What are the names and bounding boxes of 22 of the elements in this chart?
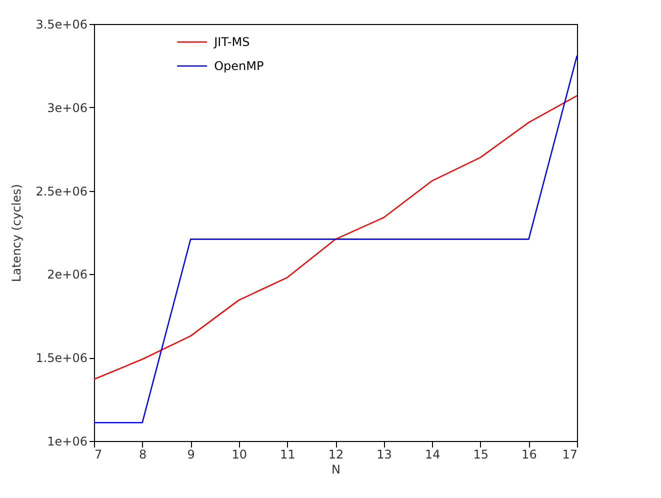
x-tick-label: 10 — [232, 448, 248, 462]
x-tick-label: 8 — [138, 448, 147, 462]
x-tick-label: 13 — [376, 448, 392, 462]
legend-label: OpenMP — [214, 59, 264, 73]
line-series — [93, 95, 578, 380]
y-tick-label: 2.5e+06 — [36, 184, 88, 198]
x-tick-label: 14 — [424, 448, 440, 462]
y-tick-label: 1.5e+06 — [36, 351, 88, 366]
y-tick-label: 3e+06 — [47, 100, 88, 115]
y-axis-title: Latency (cycles) — [10, 184, 24, 282]
x-tick-label: 15 — [473, 448, 489, 462]
y-tick-label: 1e+06 — [47, 434, 88, 448]
y-tick-label: 2e+06 — [47, 268, 88, 282]
legend-label: JIT-MS — [213, 35, 250, 49]
x-tick-label: 9 — [187, 448, 195, 462]
x-tick-label: 17 — [562, 448, 578, 462]
x-tick-label: 7 — [94, 448, 102, 462]
y-tick-label: 3.5e+06 — [36, 18, 88, 32]
x-axis-title: N — [332, 462, 340, 476]
x-tick-label: 12 — [328, 448, 344, 462]
x-tick-label: 16 — [522, 448, 537, 462]
x-tick-label: 11 — [280, 448, 296, 462]
